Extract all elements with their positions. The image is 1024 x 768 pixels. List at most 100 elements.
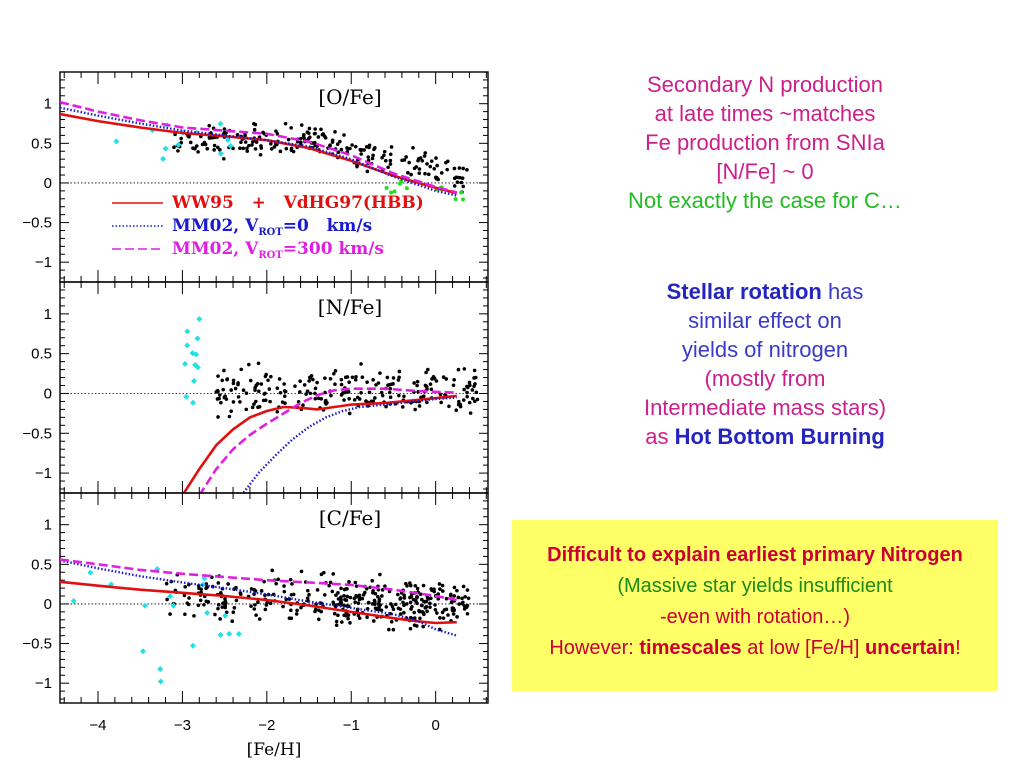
observed-point — [466, 596, 471, 601]
observed-point — [401, 600, 405, 605]
observed-point — [183, 585, 188, 589]
observed-point — [250, 143, 254, 147]
observed-point — [380, 594, 384, 598]
observed-point — [216, 602, 221, 607]
observed-point — [257, 617, 262, 621]
observed-point — [359, 362, 363, 366]
observed-point — [250, 405, 255, 410]
observed-point — [385, 375, 390, 380]
observed-point — [347, 380, 351, 385]
observed-point — [350, 375, 355, 380]
observed-point — [461, 166, 466, 171]
secondary-line-5: Not exactly the case for C… — [628, 188, 902, 213]
observed-point — [334, 623, 339, 628]
observed-point — [241, 388, 246, 393]
observed-point — [421, 583, 426, 588]
observed-point — [253, 122, 258, 127]
observed-point — [200, 142, 205, 147]
observed-point — [452, 377, 456, 382]
observed-point — [370, 156, 375, 161]
observed-point — [402, 603, 406, 607]
observed-point — [216, 415, 220, 419]
observed-point — [257, 404, 262, 409]
observed-point — [420, 159, 425, 163]
observed-point — [467, 380, 472, 385]
observed-point — [384, 605, 389, 609]
observed-point — [388, 395, 393, 400]
observed-point — [241, 146, 246, 151]
observed-point — [244, 391, 249, 396]
observed-point-metal-poor — [175, 141, 182, 148]
observed-point — [354, 594, 359, 599]
x-tick-label: 0 — [431, 717, 439, 734]
observed-point — [179, 140, 184, 145]
observed-point — [357, 593, 362, 598]
observed-point — [221, 387, 225, 392]
observed-point — [461, 184, 466, 189]
observed-point — [165, 597, 169, 602]
secondary-line-4: [N/Fe] ~ 0 — [716, 159, 814, 184]
observed-point-metal-poor — [217, 150, 224, 157]
observed-point — [425, 400, 429, 405]
observed-point — [465, 168, 469, 172]
observed-point-metal-poor — [190, 377, 197, 384]
observed-point — [347, 580, 351, 584]
observed-point — [376, 381, 381, 385]
observed-point — [340, 620, 344, 624]
y-tick-label: 0 — [44, 385, 52, 402]
observed-point — [444, 607, 449, 612]
observed-point — [282, 589, 287, 594]
observed-point — [315, 380, 319, 385]
observed-point — [396, 393, 401, 398]
uncertain-term: uncertain — [865, 637, 956, 659]
observed-point — [353, 600, 357, 605]
observed-point — [432, 166, 437, 171]
observed-point — [339, 377, 344, 382]
observed-point — [422, 154, 427, 158]
observed-point — [357, 597, 362, 602]
observed-point — [382, 153, 386, 158]
observed-point — [313, 609, 317, 614]
observed-point — [463, 595, 467, 599]
observed-point — [371, 153, 375, 158]
observed-point — [346, 613, 351, 617]
observed-point-metal-poor — [194, 335, 201, 342]
observed-point — [387, 627, 391, 632]
observed-point-metal-poor — [189, 350, 196, 357]
observed-point-metal-poor — [184, 328, 191, 335]
callout-line-3: -even with rotation…) — [659, 606, 851, 628]
observed-point — [450, 606, 455, 610]
observed-point — [398, 596, 403, 600]
observed-point — [388, 158, 393, 163]
observed-point — [383, 584, 387, 588]
hbb-term: Hot Bottom Burning — [674, 424, 885, 449]
observed-point — [439, 400, 443, 405]
observed-point — [333, 382, 337, 387]
observed-point — [342, 593, 346, 598]
observed-point — [370, 602, 375, 606]
observed-point — [359, 152, 363, 156]
observed-point — [257, 135, 262, 139]
observed-point — [391, 627, 396, 632]
observed-point-metal-poor — [217, 631, 224, 638]
observed-point — [429, 387, 434, 392]
observed-point — [400, 158, 404, 163]
y-tick-label: −1 — [35, 254, 52, 271]
observed-point — [253, 385, 257, 390]
observed-point — [232, 606, 237, 610]
observed-point — [245, 149, 250, 153]
observed-point — [216, 581, 221, 585]
curve-mm02_v0 — [60, 559, 458, 637]
observed-points — [182, 316, 480, 419]
observed-point — [470, 388, 475, 392]
observed-point — [206, 600, 211, 604]
observed-point — [346, 616, 350, 621]
y-tick-label: 0.5 — [31, 135, 52, 152]
observed-point — [434, 379, 439, 383]
observed-point — [295, 608, 299, 613]
observed-point — [187, 596, 191, 600]
observed-point — [344, 587, 348, 591]
observed-point — [397, 375, 401, 380]
observed-point — [283, 121, 288, 126]
observed-point — [327, 583, 331, 588]
